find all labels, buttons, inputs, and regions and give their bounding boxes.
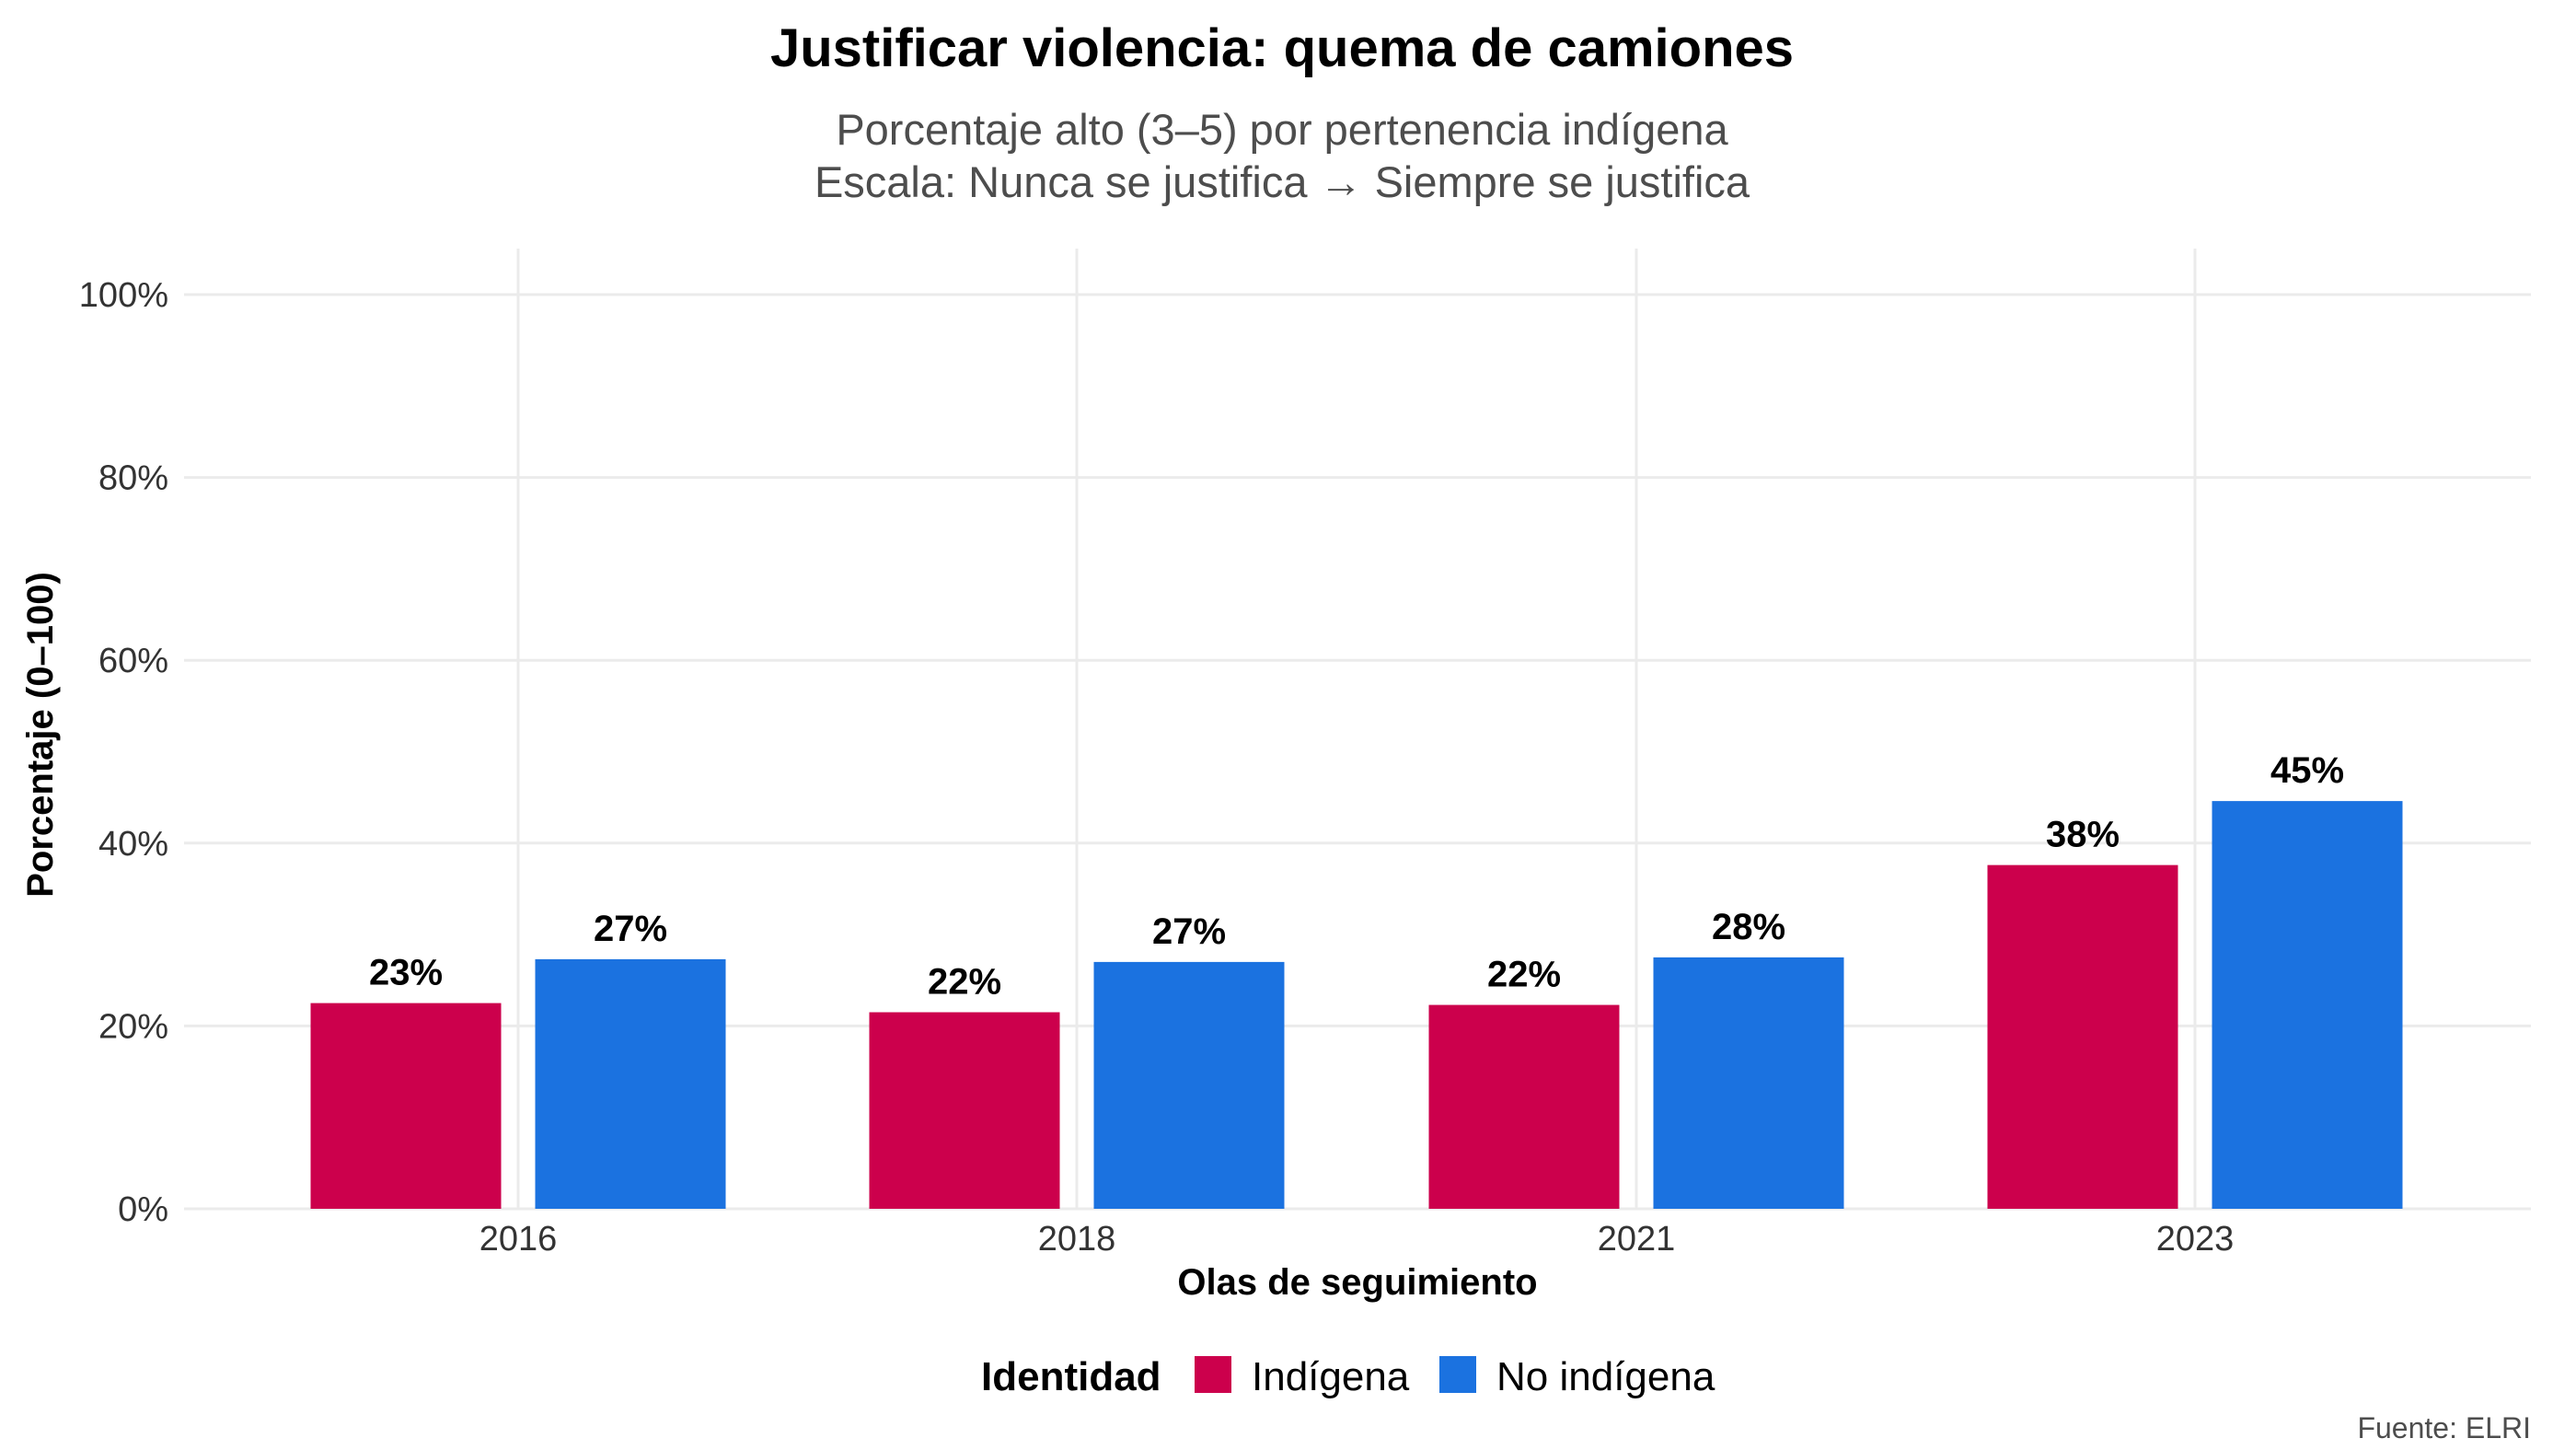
bar-indigena-2016	[310, 1003, 502, 1209]
data-label: 28%	[1712, 907, 1785, 947]
bar-indigena-2023	[1987, 864, 2178, 1209]
bar-indigena-2018	[869, 1012, 1060, 1209]
x-axis-ticks: 2016 2018 2021 2023	[479, 1220, 2235, 1259]
data-label: 22%	[1487, 955, 1561, 995]
data-label: 27%	[1152, 911, 1226, 952]
bar-no-indigena-2016	[535, 958, 726, 1209]
legend-swatch-no-indigena	[1439, 1356, 1476, 1393]
y-tick-label: 40%	[98, 825, 168, 864]
chart-subtitle-line-2: Escala: Nunca se justifica → Siempre se …	[814, 157, 1750, 206]
data-label: 38%	[2046, 815, 2120, 855]
y-tick-label: 100%	[79, 276, 168, 315]
chart-title: Justificar violencia: quema de camiones	[770, 18, 1794, 78]
x-axis-title: Olas de seguimiento	[1177, 1262, 1537, 1303]
legend-label-indigena: Indígena	[1252, 1354, 1410, 1399]
y-tick-label: 60%	[98, 642, 168, 680]
y-axis-ticks: 0% 20% 40% 60% 80% 100%	[79, 276, 168, 1229]
x-tick-label: 2023	[2156, 1220, 2235, 1259]
x-tick-label: 2018	[1038, 1220, 1116, 1259]
y-axis-title: Porcentaje (0–100)	[20, 572, 61, 898]
chart-subtitle-line-1: Porcentaje alto (3–5) por pertenencia in…	[836, 105, 1728, 154]
caption: Fuente: ELRI	[2357, 1411, 2531, 1444]
y-tick-label: 0%	[118, 1190, 168, 1229]
legend-swatch-indigena	[1195, 1356, 1231, 1393]
legend-title: Identidad	[981, 1354, 1161, 1399]
data-label: 23%	[369, 953, 443, 993]
x-tick-label: 2016	[479, 1220, 558, 1259]
bar-no-indigena-2023	[2212, 801, 2403, 1209]
data-label: 45%	[2270, 750, 2344, 791]
data-labels: 23% 22% 22% 38% 27% 27% 28% 45%	[369, 750, 2344, 1002]
y-tick-label: 20%	[98, 1007, 168, 1046]
bar-indigena-2021	[1428, 1004, 1620, 1209]
bar-no-indigena-2021	[1653, 957, 1844, 1209]
bars	[310, 801, 2403, 1209]
data-label: 22%	[928, 962, 1001, 1003]
y-tick-label: 80%	[98, 459, 168, 498]
data-label: 27%	[594, 909, 667, 949]
legend: Identidad Indígena No indígena	[981, 1354, 1715, 1399]
x-tick-label: 2021	[1598, 1220, 1676, 1259]
legend-label-no-indigena: No indígena	[1496, 1354, 1715, 1399]
bar-no-indigena-2018	[1093, 961, 1285, 1209]
